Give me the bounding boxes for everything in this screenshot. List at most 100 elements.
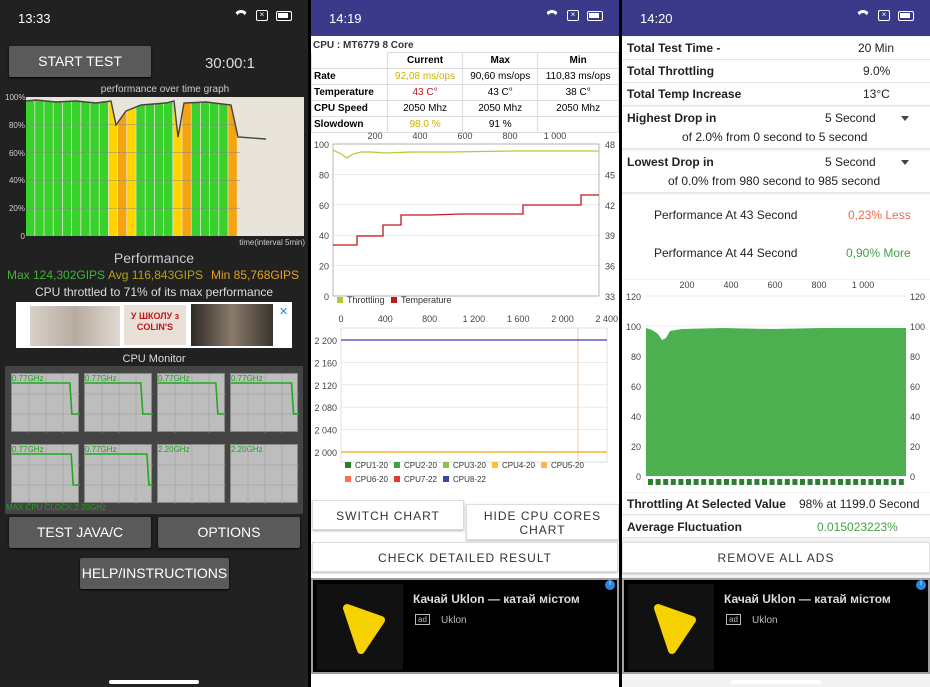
dropdown-caret-icon[interactable] xyxy=(901,116,909,121)
total-throttling-row: Total Throttling 9.0% xyxy=(622,60,930,83)
legend-temperature-swatch xyxy=(391,297,397,303)
ad-close-icon[interactable]: ✕ xyxy=(279,306,289,318)
throttling-line xyxy=(332,149,599,159)
graph-bar xyxy=(90,97,99,236)
temp-current: 43 C° xyxy=(386,84,464,101)
ad-image-kids xyxy=(30,306,120,346)
no-sim-icon: × xyxy=(878,10,890,21)
time-marker xyxy=(784,479,790,485)
time-marker xyxy=(830,479,836,485)
cpu-cores-chart: 0 400 800 1 200 1 600 2 000 2 400 2 200 2 160 2 1… xyxy=(314,314,618,484)
cpu-legend-label: CPU1-20 xyxy=(355,461,388,470)
status-time: 13:33 xyxy=(18,11,51,26)
graph-bar xyxy=(72,97,81,236)
total-test-time-row: Total Test Time - 20 Min xyxy=(622,37,930,60)
nav-gesture-bar[interactable] xyxy=(109,680,199,684)
time-marker xyxy=(845,479,851,485)
max-gips: Max 124,302GIPS xyxy=(7,268,106,282)
ad-info-icon[interactable]: i xyxy=(916,580,926,590)
cpu-monitor-title: CPU Monitor xyxy=(122,353,186,365)
cpu-legend-swatch xyxy=(443,462,449,468)
time-marker xyxy=(686,479,691,485)
time-marker xyxy=(716,479,722,485)
left-tick-label: 40 xyxy=(319,231,329,241)
lowest-drop-row: Lowest Drop in 5 Second of 0.0% from 980… xyxy=(622,151,930,193)
throttling-selected-row: Throttling At Selected Value 98% at 1199.… xyxy=(622,493,930,515)
help-instructions-button[interactable]: HELP/INSTRUCTIONS xyxy=(80,558,229,589)
banner-ad[interactable]: У ШКОЛУ з COLIN'S ✕ xyxy=(16,302,292,348)
perf-44-value: 0,90% More xyxy=(846,246,911,260)
graph-bar xyxy=(127,97,136,236)
y-tick-label: 0 xyxy=(20,232,25,241)
highest-drop-row: Highest Drop in 5 Second of 2.0% from 0 … xyxy=(622,107,930,149)
time-marker xyxy=(860,479,866,485)
uklon-ad[interactable]: Качай Uklon — катай містом ad Uklon i xyxy=(622,578,930,674)
highest-drop-select[interactable]: 5 Second xyxy=(825,111,876,125)
slowdown-max: 91 % xyxy=(462,116,539,133)
top-tick-label: 1 000 xyxy=(852,280,875,290)
perf-43-label: Performance At 43 Second xyxy=(654,208,798,222)
col-current: Current xyxy=(386,52,464,69)
top-tick-label: 2 000 xyxy=(551,314,574,324)
total-test-time-label: Total Test Time - xyxy=(627,41,721,55)
cpu-core-freq: 0.77GHz xyxy=(12,374,44,383)
time-marker xyxy=(693,479,699,485)
right-tick-label: 100 xyxy=(910,322,925,332)
options-button[interactable]: OPTIONS xyxy=(158,517,300,548)
battery-icon xyxy=(587,10,603,21)
highest-drop-detail: of 2.0% from 0 second to 5 second xyxy=(682,130,868,144)
ad-advertiser: Uklon xyxy=(752,615,778,626)
switch-chart-button[interactable]: SWITCH CHART xyxy=(312,500,464,530)
time-marker xyxy=(663,479,669,485)
cpu-freq-line xyxy=(85,382,153,415)
cpu-legend-label: CPU3-20 xyxy=(453,461,486,470)
top-tick-label: 1 200 xyxy=(463,314,486,324)
lowest-drop-select[interactable]: 5 Second xyxy=(825,155,876,169)
hide-cpu-cores-chart-button[interactable]: HIDE CPU CORES CHART xyxy=(466,504,619,540)
throttling-area xyxy=(646,328,906,476)
nav-gesture-bar[interactable] xyxy=(731,680,821,684)
check-detailed-result-button[interactable]: CHECK DETAILED RESULT xyxy=(312,542,618,572)
time-marker xyxy=(762,479,767,485)
wifi-icon xyxy=(234,10,248,21)
graph-title: performance over time graph xyxy=(100,84,230,95)
remove-all-ads-button[interactable]: REMOVE ALL ADS xyxy=(622,542,930,573)
graph-bar xyxy=(136,97,145,236)
ad-info-icon[interactable]: i xyxy=(605,580,615,590)
uklon-ad[interactable]: Качай Uklon — катай містом ad Uklon i xyxy=(311,578,619,674)
graph-bar xyxy=(164,97,173,236)
cpu-legend-label: CPU8-22 xyxy=(453,475,486,484)
lowest-drop-detail: of 0.0% from 980 second to 985 second xyxy=(668,174,881,188)
throttling-selected-value: 98% at 1199.0 Second xyxy=(799,497,920,511)
time-marker xyxy=(724,479,729,485)
plot-frame xyxy=(340,327,608,463)
cpu-core-graph: 0.77GHz xyxy=(11,373,80,433)
time-marker xyxy=(701,479,707,485)
start-test-button[interactable]: START TEST xyxy=(9,46,151,77)
performance-title: Performance xyxy=(113,250,195,266)
right-tick-label: 39 xyxy=(605,231,615,241)
throttle-summary: CPU throttled to 71% of its max performa… xyxy=(34,285,274,299)
test-java-c-button[interactable]: TEST JAVA/C xyxy=(9,517,151,548)
ad-image xyxy=(317,584,403,670)
cpu-legend-swatch xyxy=(443,476,449,482)
average-fluctuation-value: 0.015023223% xyxy=(817,520,898,534)
cpu-freq-line xyxy=(231,382,299,415)
top-tick-label: 400 xyxy=(378,314,393,324)
graph-bar xyxy=(81,97,90,236)
cpu-legend-label: CPU2-20 xyxy=(404,461,437,470)
cpu-stats-table: Current Max Min Rate 92,08 ms/ops 90,60 ms/o… xyxy=(311,52,619,133)
time-marker xyxy=(739,479,745,485)
graph-bar xyxy=(191,97,200,236)
time-marker xyxy=(731,479,737,485)
dropdown-caret-icon[interactable] xyxy=(901,160,909,165)
cpu-core-freq: 2.20GHz xyxy=(231,445,263,454)
cpu-legend-swatch xyxy=(345,462,351,468)
nav-gesture-bar[interactable] xyxy=(420,680,510,684)
min-gips: Min 85,768GIPS xyxy=(211,268,300,282)
time-marker xyxy=(868,479,874,485)
time-marker xyxy=(754,479,760,485)
time-marker xyxy=(883,479,889,485)
cpu-core-freq: 0.77GHz xyxy=(85,374,117,383)
perf-43-value: 0,23% Less xyxy=(848,208,911,222)
